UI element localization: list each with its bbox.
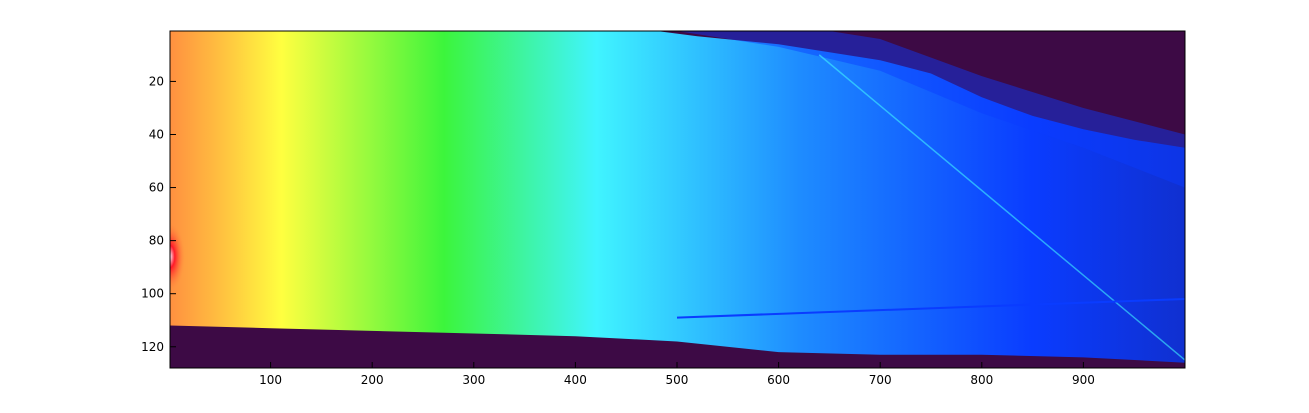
y-tick-label: 60 (149, 181, 164, 195)
x-tick-label: 300 (462, 373, 485, 387)
x-tick-label: 800 (970, 373, 993, 387)
y-tick-label: 120 (141, 340, 164, 354)
x-tick-label: 500 (666, 373, 689, 387)
x-tick-label: 600 (767, 373, 790, 387)
heatmap-field (170, 31, 1185, 363)
heatmap-peak-region (170, 187, 230, 326)
diagonal-ridge-line (818, 54, 1185, 361)
x-tick-label: 200 (361, 373, 384, 387)
y-tick-label: 100 (141, 287, 164, 301)
upper-streak-band (677, 31, 1185, 188)
x-tick-label: 100 (259, 373, 282, 387)
x-tick-label: 900 (1072, 373, 1095, 387)
y-tick-label: 80 (149, 234, 164, 248)
y-tick-label: 40 (149, 127, 164, 141)
x-tick-label: 700 (869, 373, 892, 387)
y-tick-label: 20 (149, 74, 164, 88)
x-axis: 100 200 300 400 500 600 700 800 900 (259, 362, 1095, 387)
plot-frame (169, 30, 1186, 369)
x-tick-label: 400 (564, 373, 587, 387)
y-axis: 20 40 60 80 100 120 (141, 74, 176, 354)
horizontal-ridge-line (676, 298, 1185, 319)
